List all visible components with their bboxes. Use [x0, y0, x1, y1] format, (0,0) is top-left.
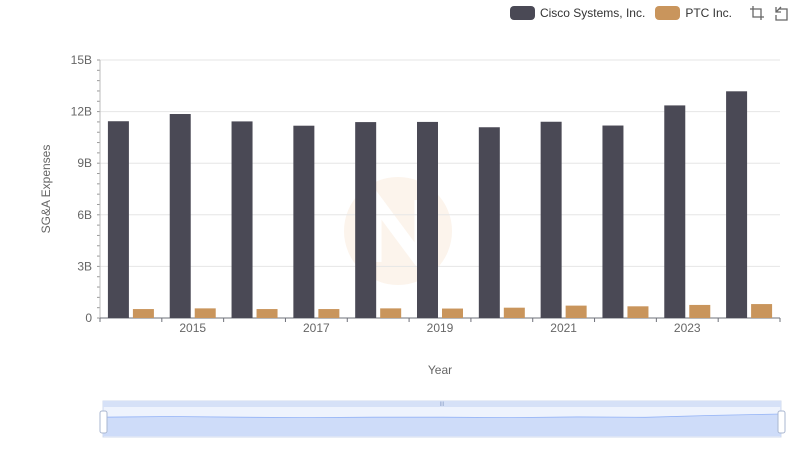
- bar-ptc[interactable]: [751, 304, 773, 318]
- y-axis-title: SG&A Expenses: [39, 145, 53, 234]
- bar-ptc[interactable]: [689, 304, 711, 318]
- bar-cisco[interactable]: [478, 127, 500, 318]
- bar-cisco[interactable]: [726, 91, 748, 318]
- bar-ptc[interactable]: [132, 309, 154, 318]
- bar-cisco[interactable]: [540, 121, 562, 318]
- bar-ptc[interactable]: [627, 306, 649, 318]
- x-tick-label: 2023: [674, 321, 701, 335]
- data-zoom-handle-right[interactable]: [777, 410, 786, 434]
- restore-icon[interactable]: [772, 4, 790, 22]
- bar-ptc[interactable]: [380, 308, 402, 318]
- x-tick-label: 2017: [303, 321, 330, 335]
- bar-cisco[interactable]: [355, 122, 377, 318]
- legend: Cisco Systems, Inc. PTC Inc.: [509, 4, 790, 22]
- bar-cisco[interactable]: [417, 121, 438, 318]
- data-zoom-slider[interactable]: III: [99, 400, 786, 438]
- legend-label-cisco: Cisco Systems, Inc.: [539, 6, 646, 20]
- y-tick-label: 9B: [77, 156, 92, 170]
- data-zoom-preview-line: [102, 413, 782, 419]
- x-axis-title: Year: [428, 363, 452, 377]
- bar-ptc[interactable]: [565, 305, 587, 318]
- bar-cisco[interactable]: [602, 125, 624, 318]
- legend-item-cisco[interactable]: Cisco Systems, Inc.: [509, 6, 646, 20]
- zoom-icon[interactable]: [748, 4, 766, 22]
- legend-swatch-cisco: [509, 6, 535, 20]
- y-tick-label: 12B: [71, 105, 92, 119]
- bar-cisco[interactable]: [231, 121, 253, 319]
- bar-ptc[interactable]: [503, 307, 525, 318]
- data-zoom-grip[interactable]: III: [439, 402, 444, 408]
- bar-ptc[interactable]: [256, 309, 278, 318]
- bar-ptc[interactable]: [442, 308, 463, 318]
- bar-cisco[interactable]: [169, 114, 191, 319]
- legend-item-ptc[interactable]: PTC Inc.: [655, 6, 732, 20]
- x-tick-label: 2019: [427, 321, 454, 335]
- data-zoom-top-bar[interactable]: [103, 401, 781, 407]
- bar-ptc[interactable]: [194, 308, 216, 318]
- x-tick-label: 2021: [550, 321, 577, 335]
- y-tick-label: 6B: [77, 208, 92, 222]
- x-axis: 2015 2017 2019 2021 2023: [99, 317, 781, 335]
- legend-swatch-ptc: [655, 6, 681, 20]
- data-zoom-preview-area: [103, 414, 781, 436]
- bar-ptc[interactable]: [318, 309, 340, 318]
- x-tick-label: 2015: [179, 321, 206, 335]
- bar-cisco[interactable]: [664, 105, 686, 319]
- data-zoom-handle-left[interactable]: [99, 410, 108, 434]
- bar-cisco[interactable]: [293, 125, 315, 318]
- y-tick-label: 15B: [71, 53, 92, 67]
- data-zoom-selection[interactable]: [103, 407, 781, 437]
- bars: [107, 91, 773, 319]
- bar-cisco[interactable]: [107, 121, 129, 319]
- y-tick-label: 3B: [77, 259, 92, 273]
- legend-label-ptc: PTC Inc.: [685, 6, 732, 20]
- y-tick-label: 0: [85, 311, 92, 325]
- y-axis: 0 3B 6B 9B 12B 15B: [71, 53, 101, 325]
